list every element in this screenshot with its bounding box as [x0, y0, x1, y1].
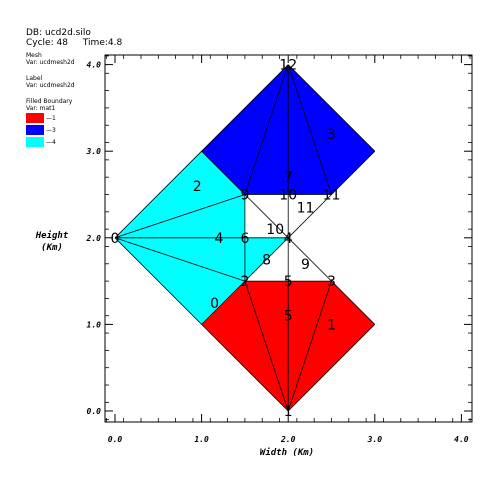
mesh-edge — [201, 150, 246, 195]
legend-boundary-var: Var: mat1 — [26, 105, 56, 112]
mesh-label: 10 — [266, 222, 284, 238]
mesh-edge — [331, 150, 376, 195]
legend-entry-label: —1 — [46, 114, 56, 122]
mesh-label: 3 — [327, 127, 336, 143]
mesh-label: 9 — [301, 257, 310, 273]
mesh-label: 12 — [279, 58, 297, 74]
mesh-label: 9 — [240, 188, 249, 204]
mesh-label: 2 — [193, 179, 202, 195]
db-name: DB: ucd2d.silo — [26, 28, 91, 38]
x-tick-label: 2.0 — [280, 435, 296, 444]
cycle-label: Cycle: 48 — [26, 38, 68, 48]
y-tick-label: 2.0 — [86, 234, 102, 243]
y-axis-title: Height — [35, 230, 69, 241]
time-label: Time:4.8 — [82, 38, 123, 48]
mesh-label: 10 — [279, 188, 297, 204]
mesh-label: 4 — [284, 231, 293, 247]
mesh-edge — [114, 237, 246, 282]
mesh-label: 4 — [214, 231, 223, 247]
legend-swatch — [26, 125, 44, 135]
mesh-edge — [287, 64, 376, 152]
plot-header: DB: ucd2d.silo Cycle: 48 Time:4.8 — [26, 28, 134, 48]
mesh-label: 5 — [284, 309, 293, 325]
legend-label: Label Var: ucdmesh2d — [26, 75, 75, 89]
legend-boundary: Filled Boundary Var: mat1 —1 —3 —4 — [26, 98, 75, 148]
mesh-edge — [201, 64, 289, 152]
legend-swatch — [26, 113, 44, 123]
y-tick-label: 0.0 — [87, 407, 102, 416]
mesh-edge — [244, 194, 289, 239]
legend-mesh-var: Var: ucdmesh2d — [26, 59, 75, 66]
y-tick-label: 4.0 — [87, 61, 102, 70]
mesh-edge — [114, 150, 202, 239]
legend-mesh-title: Mesh — [26, 52, 42, 59]
legend-entry-label: —3 — [46, 126, 56, 134]
legend-entry: —4 — [26, 136, 75, 148]
legend-entries: —1 —3 —4 — [26, 112, 75, 148]
axis-ticks: 0.0 1.0 2.0 3.0 4.0 0.0 1.0 2.0 3.0 4.0 — [86, 55, 472, 444]
mesh-label: 2 — [240, 274, 249, 290]
x-tick-label: 1.0 — [194, 435, 209, 444]
mesh-label: 6 — [240, 231, 249, 247]
x-tick-label: 0.0 — [108, 435, 123, 444]
cycle-time-row: Cycle: 48 Time:4.8 — [26, 38, 134, 48]
mesh-edge — [287, 194, 332, 239]
y-tick-label: 1.0 — [87, 320, 102, 329]
mesh-edge — [287, 324, 376, 412]
legend-entry: —3 — [26, 124, 75, 136]
mesh-label: 0 — [111, 231, 120, 247]
mesh-edge — [201, 280, 246, 325]
legend-entry: —1 — [26, 112, 75, 124]
mesh-edge — [244, 237, 289, 282]
legend-label-var: Var: ucdmesh2d — [26, 82, 75, 89]
legend-swatch — [26, 137, 44, 147]
x-axis-title: Width (Km) — [260, 447, 314, 458]
y-axis-unit: (Km) — [41, 243, 63, 253]
mesh-edge — [114, 194, 246, 239]
y-tick-label: 3.0 — [86, 147, 102, 156]
mesh-label: 0 — [210, 296, 219, 312]
legend: Mesh Var: ucdmesh2d Label Var: ucdmesh2d… — [26, 52, 75, 157]
legend-mesh: Mesh Var: ucdmesh2d — [26, 52, 75, 66]
mesh-label: 8 — [262, 252, 271, 268]
mesh-edge — [287, 280, 332, 412]
mesh-edge — [287, 64, 332, 195]
mesh-label: 3 — [327, 274, 336, 290]
mesh-label: 11 — [297, 200, 315, 216]
mesh-label: 1 — [284, 404, 293, 420]
x-tick-label: 4.0 — [454, 435, 469, 444]
legend-boundary-title: Filled Boundary — [26, 98, 73, 105]
mesh-label: 7 — [284, 170, 293, 186]
mesh-edges — [114, 64, 376, 412]
legend-label-title: Label — [26, 75, 43, 82]
mesh-label: 5 — [284, 274, 293, 290]
mesh-label: 1 — [327, 317, 336, 333]
mesh-edge — [201, 324, 289, 412]
mesh-label: 11 — [323, 188, 341, 204]
legend-entry-label: —4 — [46, 138, 56, 146]
mesh-edge — [244, 64, 289, 195]
mesh-edge — [114, 237, 202, 325]
mesh-edge — [244, 280, 289, 412]
x-tick-label: 3.0 — [367, 435, 383, 444]
